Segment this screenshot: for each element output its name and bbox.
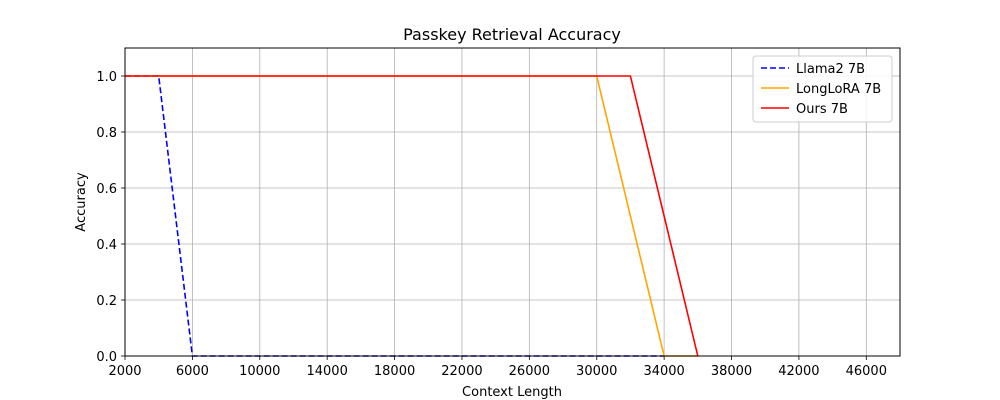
legend-box: [752, 55, 893, 123]
plot-frame: [124, 47, 901, 357]
series-line: [125, 75, 698, 357]
x-tick-label: 6000: [176, 364, 209, 379]
x-tick-label: 38000: [711, 364, 752, 379]
x-axis-label: Context Length: [462, 385, 562, 400]
legend-label: LongLoRA 7B: [796, 82, 881, 97]
chart-title: Passkey Retrieval Accuracy: [403, 25, 621, 44]
series-group: [125, 75, 699, 357]
x-tick-label: 10000: [239, 364, 280, 379]
series-line: [125, 75, 699, 357]
y-tick-label: 0.4: [96, 238, 117, 253]
x-tick-label: 26000: [509, 364, 550, 379]
y-axis-label: Accuracy: [74, 172, 89, 232]
x-tick-label: 42000: [778, 364, 819, 379]
y-tick-label: 0.6: [96, 182, 117, 197]
legend-label: Ours 7B: [796, 102, 848, 117]
x-tick-label: 22000: [441, 364, 482, 379]
x-tick-label: 30000: [576, 364, 617, 379]
y-tick-label: 0.0: [96, 350, 117, 365]
y-tick-label: 1.0: [96, 70, 117, 85]
x-tick-label: 34000: [643, 364, 684, 379]
x-tick-label: 2000: [108, 364, 141, 379]
legend: Llama2 7B LongLoRA 7B Ours 7B: [752, 55, 893, 123]
x-axis: 2000 6000 10000 14000 18000 22000 26000 30000 34…: [108, 356, 887, 379]
x-tick-label: 46000: [846, 364, 887, 379]
y-tick-label: 0.2: [96, 294, 117, 309]
legend-label: Llama2 7B: [796, 62, 865, 77]
y-axis: 0.0 0.2 0.4 0.6 0.8 1.0: [96, 70, 125, 365]
y-tick-label: 0.8: [96, 126, 117, 141]
x-tick-label: 18000: [374, 364, 415, 379]
x-tick-label: 14000: [306, 364, 347, 379]
